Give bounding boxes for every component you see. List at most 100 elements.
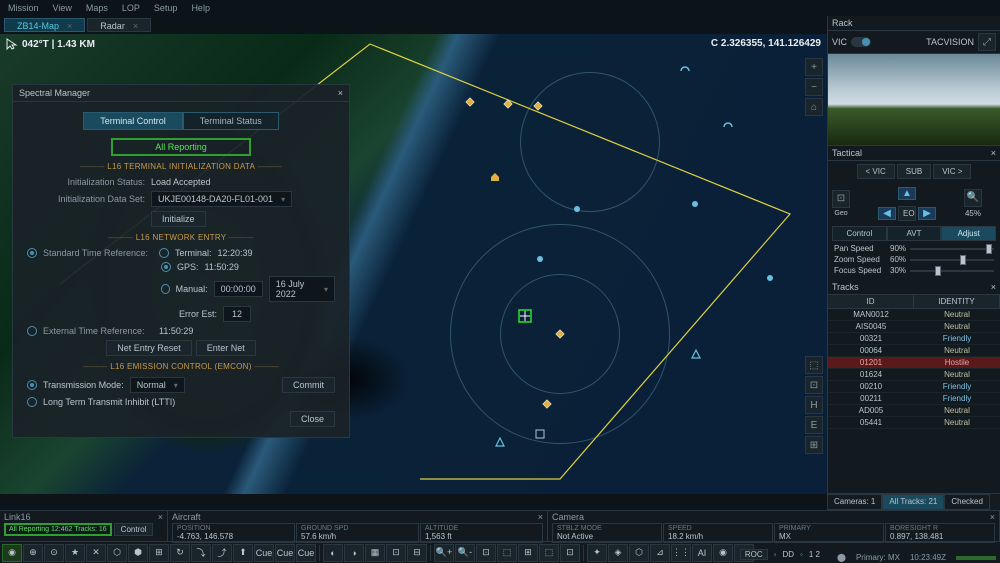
link16-control-button[interactable]: Control xyxy=(114,523,154,536)
toolbar-btn-14[interactable]: Cue xyxy=(296,544,316,562)
tab-terminal-control[interactable]: Terminal Control xyxy=(83,112,183,130)
toolbar-btn-28[interactable]: ⊡ xyxy=(560,544,580,562)
toolbar-btn-22[interactable]: 🔍+ xyxy=(434,544,454,562)
pan-speed-slider[interactable] xyxy=(910,248,994,250)
right-arrow[interactable]: ▶ xyxy=(918,207,936,220)
maptab-zb14-map[interactable]: ZB14-Map× xyxy=(4,18,85,32)
mode-adjust[interactable]: Adjust xyxy=(941,226,996,241)
tx-mode-select[interactable]: Normal xyxy=(130,377,185,393)
left-arrow[interactable]: ◀ xyxy=(878,207,896,220)
track-row[interactable]: 00210Friendly xyxy=(828,381,1000,393)
toolbar-btn-9[interactable]: ⤵ xyxy=(191,544,211,562)
zoom-out-button[interactable]: − xyxy=(805,78,823,96)
track-row[interactable]: 00321Friendly xyxy=(828,333,1000,345)
zoom-home-button[interactable]: ⌂ xyxy=(805,98,823,116)
std-time-radio[interactable] xyxy=(27,248,37,258)
toolbar-btn-10[interactable]: ⤴ xyxy=(212,544,232,562)
up-arrow[interactable]: ▲ xyxy=(898,187,916,200)
close-icon[interactable]: × xyxy=(338,88,343,98)
toolbar-btn-18[interactable]: ▦ xyxy=(365,544,385,562)
all-reporting-button[interactable]: All Reporting xyxy=(111,138,251,156)
track-sq-icon[interactable] xyxy=(535,429,545,439)
ext-time-radio[interactable] xyxy=(27,326,37,336)
toolbar-btn-23[interactable]: 🔍- xyxy=(455,544,475,562)
close-icon[interactable]: × xyxy=(991,282,996,292)
track-row[interactable]: 00211Friendly xyxy=(828,393,1000,405)
toolbar-btn-19[interactable]: ⊡ xyxy=(386,544,406,562)
initialize-button[interactable]: Initialize xyxy=(151,211,206,227)
track-arc-icon[interactable] xyxy=(723,119,733,129)
track-row[interactable]: 01624Neutral xyxy=(828,369,1000,381)
gps-radio[interactable] xyxy=(161,262,171,272)
close-icon[interactable]: × xyxy=(67,21,72,31)
maptab-radar[interactable]: Radar× xyxy=(87,18,151,32)
footer-checked-button[interactable]: Checked xyxy=(944,494,990,510)
toolbar-btn-7[interactable]: ⊞ xyxy=(149,544,169,562)
toolbar-btn-6[interactable]: ⬢ xyxy=(128,544,148,562)
menu-setup[interactable]: Setup xyxy=(154,3,178,13)
track-tri-icon[interactable] xyxy=(691,349,701,359)
mode-control[interactable]: Control xyxy=(832,226,887,241)
track-dia-icon[interactable] xyxy=(542,399,552,409)
zoom-speed-slider[interactable] xyxy=(910,259,994,261)
col-identity[interactable]: IDENTITY xyxy=(914,295,1000,308)
toolbar-btn-3[interactable]: ★ xyxy=(65,544,85,562)
vic-next-button[interactable]: VIC > xyxy=(933,164,971,179)
track-dia-icon[interactable] xyxy=(503,99,513,109)
map-tool-0[interactable]: ⬚ xyxy=(805,356,823,374)
toolbar-btn-5[interactable]: ⬡ xyxy=(107,544,127,562)
track-row[interactable]: AIS0045Neutral xyxy=(828,321,1000,333)
close-icon[interactable]: × xyxy=(991,148,996,158)
toolbar-btn-12[interactable]: Cue xyxy=(254,544,274,562)
tab-terminal-status[interactable]: Terminal Status xyxy=(183,112,279,130)
track-house-icon[interactable] xyxy=(490,172,500,182)
map-view[interactable]: 042°T | 1.43 KM C 2.326355, 141.126429 +… xyxy=(0,34,827,494)
toolbar-btn-1[interactable]: ⊕ xyxy=(23,544,43,562)
expand-icon[interactable]: ⤢ xyxy=(978,33,996,51)
close-icon[interactable]: × xyxy=(133,21,138,31)
error-est-input[interactable]: 12 xyxy=(223,306,251,322)
track-tri-icon[interactable] xyxy=(495,437,505,447)
link16-status[interactable]: All Reporting 12:462 Tracks: 16 xyxy=(4,523,112,536)
map-tool-1[interactable]: ⊡ xyxy=(805,376,823,394)
net-entry-reset-button[interactable]: Net Entry Reset xyxy=(106,340,192,356)
camera-feed[interactable] xyxy=(828,54,1000,146)
track-dot-icon[interactable] xyxy=(535,254,545,264)
toolbar-btn-27[interactable]: ⬚ xyxy=(539,544,559,562)
manual-date-select[interactable]: 16 July 2022 xyxy=(269,276,335,302)
menu-maps[interactable]: Maps xyxy=(86,3,108,13)
footer-all tracks-button[interactable]: All Tracks: 21 xyxy=(882,494,944,510)
toolbar-btn-17[interactable]: ◑ xyxy=(344,544,364,562)
toolbar-btn-36[interactable]: ◉ xyxy=(713,544,733,562)
toolbar-btn-0[interactable]: ◉ xyxy=(2,544,22,562)
track-row[interactable]: 05441Neutral xyxy=(828,417,1000,429)
toolbar-btn-2[interactable]: ⊙ xyxy=(44,544,64,562)
menu-lop[interactable]: LOP xyxy=(122,3,140,13)
ltti-radio[interactable] xyxy=(27,397,37,407)
track-dia-icon[interactable] xyxy=(533,101,543,111)
toolbar-btn-33[interactable]: ⊿ xyxy=(650,544,670,562)
map-tool-4[interactable]: ⊞ xyxy=(805,436,823,454)
toolbar-btn-31[interactable]: ◈ xyxy=(608,544,628,562)
toolbar-btn-4[interactable]: ✕ xyxy=(86,544,106,562)
track-row[interactable]: 00064Neutral xyxy=(828,345,1000,357)
close-icon[interactable]: × xyxy=(538,512,543,522)
track-dia-icon[interactable] xyxy=(465,97,475,107)
toolbar-btn-35[interactable]: AI xyxy=(692,544,712,562)
init-dataset-select[interactable]: UKJE00148-DA20-FL01-001 xyxy=(151,191,292,207)
map-tool-2[interactable]: H xyxy=(805,396,823,414)
toolbar-btn-34[interactable]: ⋮⋮ xyxy=(671,544,691,562)
sub-button[interactable]: SUB xyxy=(897,164,931,179)
enter-net-button[interactable]: Enter Net xyxy=(196,340,256,356)
track-dot-icon[interactable] xyxy=(765,273,775,283)
track-own-icon[interactable] xyxy=(520,311,530,321)
toolbar-btn-20[interactable]: ⊟ xyxy=(407,544,427,562)
toolbar-btn-32[interactable]: ⬡ xyxy=(629,544,649,562)
track-dot-icon[interactable] xyxy=(572,204,582,214)
menu-help[interactable]: Help xyxy=(191,3,210,13)
eo-button[interactable]: EO xyxy=(898,206,916,221)
vic-toggle[interactable] xyxy=(851,37,871,47)
roc-button[interactable]: ROC xyxy=(740,549,768,560)
track-row[interactable]: 01201Hostile xyxy=(828,357,1000,369)
menu-mission[interactable]: Mission xyxy=(8,3,39,13)
